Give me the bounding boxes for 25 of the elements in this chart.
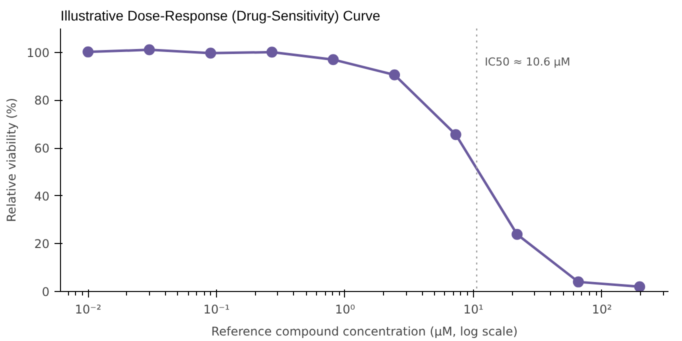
x-tick-label: 10² xyxy=(592,302,612,316)
point xyxy=(572,276,584,288)
y-tick-label: 60 xyxy=(34,142,50,156)
y-axis-title: Relative viability (%) xyxy=(4,98,19,222)
point xyxy=(328,54,339,66)
x-tick-label: 10¹ xyxy=(463,302,484,316)
ref-line-label: IC50 ≈ 10.6 µM xyxy=(484,56,570,68)
y-tick-label: 40 xyxy=(34,189,50,204)
y-tick-label: 100 xyxy=(26,46,50,60)
x-tick-label: 10⁻² xyxy=(74,302,102,316)
point xyxy=(205,48,216,59)
y-tick-label: 0 xyxy=(42,285,50,299)
point xyxy=(82,46,94,58)
point xyxy=(634,281,646,292)
y-tick-label: 80 xyxy=(34,94,50,108)
x-tick-label: 10⁻¹ xyxy=(203,302,230,316)
point xyxy=(144,44,155,56)
point xyxy=(389,69,400,80)
point xyxy=(266,46,278,58)
point xyxy=(450,129,462,140)
y-tick-label: 20 xyxy=(34,237,50,252)
chart-title: Illustrative Dose-Response (Drug-Sensitivity) Curve xyxy=(60,8,380,24)
x-axis-title: Reference compound concentration (µM, log scale) xyxy=(211,324,518,338)
point xyxy=(512,228,523,240)
x-tick-label: 10⁰ xyxy=(334,302,356,316)
